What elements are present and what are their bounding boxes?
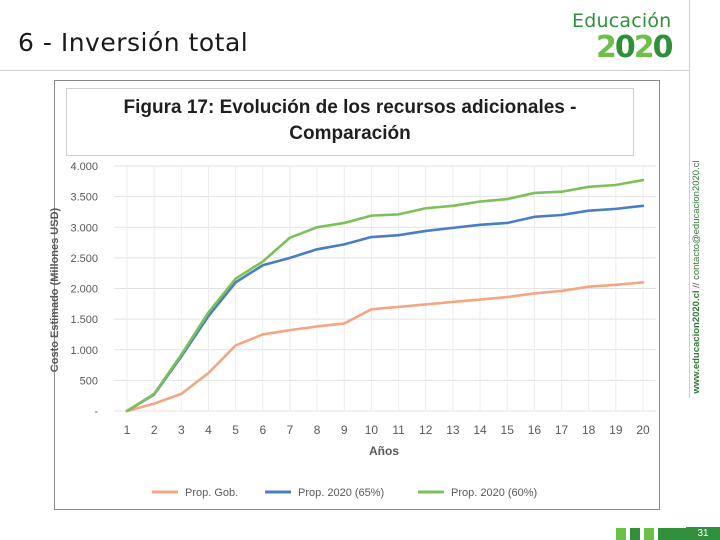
- chart-title-line1: Figura 17: Evolución de los recursos adi…: [123, 97, 577, 118]
- x-tick-label: 5: [232, 423, 239, 437]
- y-tick-label: 500: [80, 375, 98, 387]
- y-tick-label: 1.000: [70, 345, 98, 357]
- x-tick-label: 16: [528, 423, 542, 437]
- chart-legend: Prop. Gob. Prop. 2020 (65%) Prop. 2020 (60…: [152, 487, 537, 499]
- series-line: [125, 281, 645, 413]
- chart-title: Figura 17: Evolución de los recursos adi…: [66, 88, 634, 156]
- side-divider: [689, 0, 690, 398]
- y-tick-label: 3.000: [70, 222, 98, 234]
- logo-year-digit: 2: [596, 30, 617, 65]
- y-tick-label: 2.500: [70, 253, 98, 265]
- x-tick-label: 12: [419, 423, 433, 437]
- page-number: 31: [686, 527, 720, 540]
- y-axis-ticks: - 500 1.000 1.500 2.000 2.500 3.000 3.500 4.000: [70, 161, 98, 418]
- footer-block: [644, 528, 654, 540]
- educacion-2020-logo: Educación 2020: [570, 8, 682, 68]
- legend-label: Prop. 2020 (60%): [451, 487, 537, 499]
- y-tick-label: -: [94, 406, 98, 418]
- y-tick-label: 4.000: [70, 161, 98, 173]
- x-tick-label: 15: [501, 423, 515, 437]
- chart-title-line2: Comparación: [289, 123, 411, 144]
- x-tick-label: 6: [259, 423, 266, 437]
- chart-series: [125, 178, 645, 413]
- x-tick-label: 7: [287, 423, 294, 437]
- logo-wordmark: Educación: [572, 10, 672, 32]
- x-tick-label: 18: [582, 423, 596, 437]
- footer-block: [616, 528, 626, 540]
- x-axis-label: Años: [369, 444, 399, 458]
- x-tick-label: 20: [636, 423, 650, 437]
- legend-label: Prop. 2020 (65%): [298, 487, 384, 499]
- x-tick-label: 4: [205, 423, 212, 437]
- legend-label: Prop. Gob.: [185, 487, 238, 499]
- footer-bar: [612, 528, 720, 540]
- x-tick-label: 11: [392, 423, 405, 437]
- x-tick-label: 8: [314, 423, 321, 437]
- x-tick-label: 9: [341, 423, 348, 437]
- logo-year: 2020: [596, 30, 674, 65]
- x-tick-label: 1: [124, 423, 131, 437]
- y-axis-label: Costo Estimado (Millones USD): [49, 207, 61, 372]
- slide-title: 6 - Inversión total: [18, 28, 249, 57]
- logo-year-digit: 2: [633, 30, 655, 65]
- x-axis-ticks: 1 2 3 4 5 6 7 8 9 10 11 12 13 14 15 16 17 18 19 20: [124, 423, 650, 437]
- x-tick-label: 3: [178, 423, 185, 437]
- y-tick-label: 3.500: [70, 192, 98, 204]
- footer-block: [658, 528, 686, 540]
- series-line: [125, 178, 645, 413]
- logo-year-digit: 0: [652, 30, 674, 65]
- x-tick-label: 10: [365, 423, 379, 437]
- x-tick-label: 14: [473, 423, 487, 437]
- logo-year-digit: 0: [614, 30, 636, 65]
- y-tick-label: 1.500: [70, 314, 98, 326]
- y-tick-label: 2.000: [70, 284, 98, 296]
- x-tick-label: 2: [151, 423, 158, 437]
- chart-grid: [114, 165, 656, 412]
- header-divider: [0, 70, 690, 71]
- x-tick-label: 17: [555, 423, 569, 437]
- footer-block: [630, 528, 640, 540]
- x-tick-label: 19: [609, 423, 623, 437]
- series-line: [125, 204, 645, 413]
- x-tick-label: 13: [446, 423, 460, 437]
